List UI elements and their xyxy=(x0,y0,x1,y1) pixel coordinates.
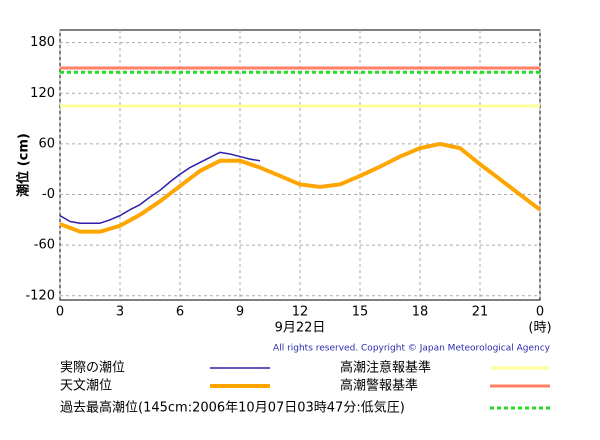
x-tick-label: 0 xyxy=(56,305,64,320)
x-tick-label: 0 xyxy=(536,305,544,320)
x-tick-label: 15 xyxy=(352,305,369,320)
y-tick-label: 60 xyxy=(38,136,55,151)
x-tick-label: 9 xyxy=(236,305,244,320)
y-tick-label: 180 xyxy=(30,35,55,50)
legend-label: 実際の潮位 xyxy=(60,360,125,376)
x-tick-label: 21 xyxy=(472,305,489,320)
legend-label: 高潮警報基準 xyxy=(340,378,418,394)
x-tick-label: 12 xyxy=(292,305,309,320)
y-tick-label: 120 xyxy=(30,86,55,101)
y-tick-label: -120 xyxy=(25,288,55,303)
copyright: All rights reserved. Copyright © Japan M… xyxy=(273,344,551,354)
x-axis-unit: (時) xyxy=(528,321,551,336)
x-tick-label: 18 xyxy=(412,305,429,320)
y-tick-label: -0 xyxy=(42,187,55,202)
x-axis-label: 9月22日 xyxy=(275,321,326,336)
legend-label: 天文潮位 xyxy=(60,379,112,394)
y-axis-label: 潮位 (cm) xyxy=(16,133,32,197)
legend-label: 過去最高潮位(145cm:2006年10月07日03時47分:低気圧) xyxy=(60,400,405,416)
x-tick-label: 6 xyxy=(176,305,184,320)
series-line xyxy=(59,151,261,224)
series-line xyxy=(59,141,542,234)
legend-label: 高潮注意報基準 xyxy=(340,360,431,376)
x-tick-label: 3 xyxy=(116,305,124,320)
y-tick-label: -60 xyxy=(34,238,55,253)
